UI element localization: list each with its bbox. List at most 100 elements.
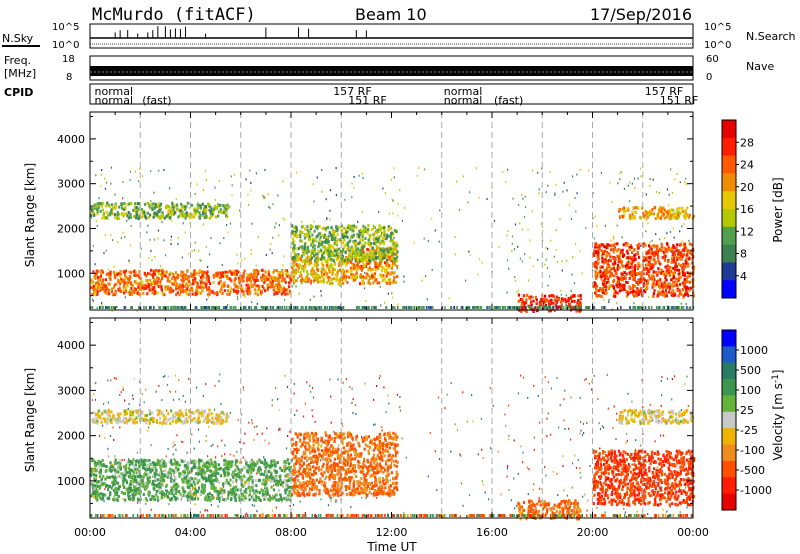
power-colorbar: 28 24 20 16 12 8 4 bbox=[721, 119, 754, 299]
nsky-spikes bbox=[114, 26, 367, 38]
cpid-entry: (fast) bbox=[494, 94, 523, 107]
cpid-label: CPID bbox=[4, 86, 33, 99]
power-region-0 bbox=[90, 268, 293, 297]
velocity-panel: 1000 2000 3000 4000 00:00 04:00 08:00 12:00 16:0… bbox=[57, 317, 709, 539]
nave-tick-low: 0 bbox=[706, 72, 712, 83]
y-tick-label: 3000 bbox=[57, 178, 85, 191]
velocity-colorbar-swatch bbox=[722, 493, 736, 511]
velocity-region-4 bbox=[592, 449, 696, 507]
nsky-label: N.Sky bbox=[2, 32, 34, 45]
nsearch-tick-low: 10^0 bbox=[704, 40, 731, 51]
power-colorbar-swatch bbox=[722, 262, 736, 281]
x-tick-label: 00:00 bbox=[74, 526, 106, 539]
velocity-colorbar-label: Velocity [m s-1] bbox=[771, 370, 785, 461]
power-colorbar-swatch bbox=[722, 280, 736, 299]
station-title: McMurdo (fitACF) bbox=[92, 5, 256, 25]
cpid-entry: normal bbox=[444, 94, 483, 107]
power-region-1 bbox=[291, 255, 356, 286]
velocity-colorbar-tick-label: 25 bbox=[740, 404, 754, 417]
cpid-entry: 157 RF bbox=[645, 85, 683, 98]
nsky-panel bbox=[89, 23, 694, 49]
mhz-label: [MHz] bbox=[4, 67, 36, 80]
velocity-colorbar-tick-label: 500 bbox=[740, 364, 761, 377]
velocity-region-0 bbox=[90, 458, 293, 502]
y-tick-label: 3000 bbox=[57, 384, 85, 397]
power-colorbar-swatch bbox=[722, 137, 736, 157]
power-region-7 bbox=[618, 206, 695, 221]
y-tick-label: 2000 bbox=[57, 430, 85, 443]
velocity-colorbar-swatch bbox=[722, 330, 736, 347]
cpid-entry: normal bbox=[95, 94, 134, 107]
y-tick-label: 1000 bbox=[57, 267, 85, 280]
velocity-colorbar-swatch bbox=[722, 346, 736, 364]
y-tick-label: 2000 bbox=[57, 222, 85, 235]
velocity-colorbar-tick-label: -100 bbox=[740, 444, 765, 457]
nsky-tick-low: 10^0 bbox=[52, 40, 79, 51]
power-colorbar-swatch bbox=[722, 191, 736, 210]
power-colorbar-tick-label: 24 bbox=[740, 159, 754, 172]
x-tick-label: 08:00 bbox=[275, 526, 307, 539]
x-axis-label: Time UT bbox=[366, 540, 417, 554]
velocity-colorbar: 1000 500 100 25 -25 -100 -500 -1000 bbox=[721, 329, 772, 511]
bottom-range-gate-strip bbox=[90, 306, 695, 309]
freq-label: Freq. bbox=[4, 54, 31, 67]
velocity-colorbar-swatch bbox=[722, 460, 736, 478]
power-colorbar-swatch bbox=[722, 226, 736, 246]
velocity-colorbar-swatch bbox=[722, 362, 736, 380]
velocity-colorbar-tick-label: -25 bbox=[740, 424, 758, 437]
velocity-ylabel: Slant Range [km] bbox=[23, 368, 37, 472]
power-colorbar-swatch bbox=[722, 155, 736, 174]
x-tick-label: 12:00 bbox=[376, 526, 408, 539]
velocity-colorbar-tick-label: -500 bbox=[740, 464, 765, 477]
velocity-colorbar-swatch bbox=[722, 428, 736, 446]
nsearch-label: N.Search bbox=[746, 30, 796, 43]
y-tick-label: 1000 bbox=[57, 475, 85, 488]
power-panel: 1000 2000 3000 4000 bbox=[57, 111, 696, 313]
velocity-colorbar-swatch bbox=[722, 411, 736, 429]
nsearch-tick-high: 10^5 bbox=[704, 22, 731, 33]
power-colorbar-swatch bbox=[722, 209, 736, 228]
y-tick-label: 4000 bbox=[57, 133, 85, 146]
velocity-colorbar-swatch bbox=[722, 395, 736, 413]
power-colorbar-label: Power [dB] bbox=[771, 177, 785, 242]
velocity-colorbar-swatch bbox=[722, 379, 736, 396]
y-tick-label: 4000 bbox=[57, 339, 85, 352]
power-ylabel: Slant Range [km] bbox=[23, 163, 37, 267]
x-tick-label: 20:00 bbox=[577, 526, 609, 539]
freq-tick-high: 18 bbox=[62, 54, 75, 65]
cpid-entry: 157 RF bbox=[333, 85, 371, 98]
velocity-colorbar-tick-label: 100 bbox=[740, 384, 761, 397]
freq-panel bbox=[89, 55, 694, 81]
velocity-region-1 bbox=[291, 431, 399, 498]
power-colorbar-tick-label: 16 bbox=[740, 203, 754, 216]
velocity-region-2 bbox=[91, 408, 230, 425]
power-region-4 bbox=[291, 224, 399, 263]
x-tick-label: 00:00 bbox=[677, 526, 709, 539]
cpid-entry: 151 RF bbox=[660, 94, 698, 107]
date-title: 17/Sep/2016 bbox=[590, 5, 692, 24]
power-colorbar-tick-label: 28 bbox=[740, 136, 754, 149]
power-region-3 bbox=[90, 201, 230, 221]
bottom-range-gate-strip bbox=[90, 514, 693, 517]
cpid-panel bbox=[89, 83, 694, 105]
nave-tick-high: 60 bbox=[706, 54, 719, 65]
x-tick-label: 16:00 bbox=[476, 526, 508, 539]
velocity-colorbar-tick-label: 1000 bbox=[740, 344, 768, 357]
velocity-colorbar-swatch bbox=[722, 444, 736, 462]
power-colorbar-tick-label: 8 bbox=[740, 248, 747, 261]
velocity-colorbar-frame bbox=[721, 329, 737, 511]
cpid-entry: (fast) bbox=[142, 94, 171, 107]
beam-title: Beam 10 bbox=[355, 5, 427, 24]
power-colorbar-swatch bbox=[722, 120, 736, 139]
x-tick-label: 04:00 bbox=[175, 526, 207, 539]
cpid-entry: normal bbox=[444, 85, 483, 98]
nave-label: Nave bbox=[746, 60, 774, 73]
freq-tick-low: 8 bbox=[66, 72, 72, 83]
cpid-entry: 151 RF bbox=[348, 94, 386, 107]
power-colorbar-swatch bbox=[722, 173, 736, 192]
nsky-tick-high: 10^5 bbox=[52, 22, 79, 33]
power-colorbar-tick-label: 12 bbox=[740, 225, 754, 238]
power-colorbar-tick-label: 4 bbox=[740, 270, 747, 283]
